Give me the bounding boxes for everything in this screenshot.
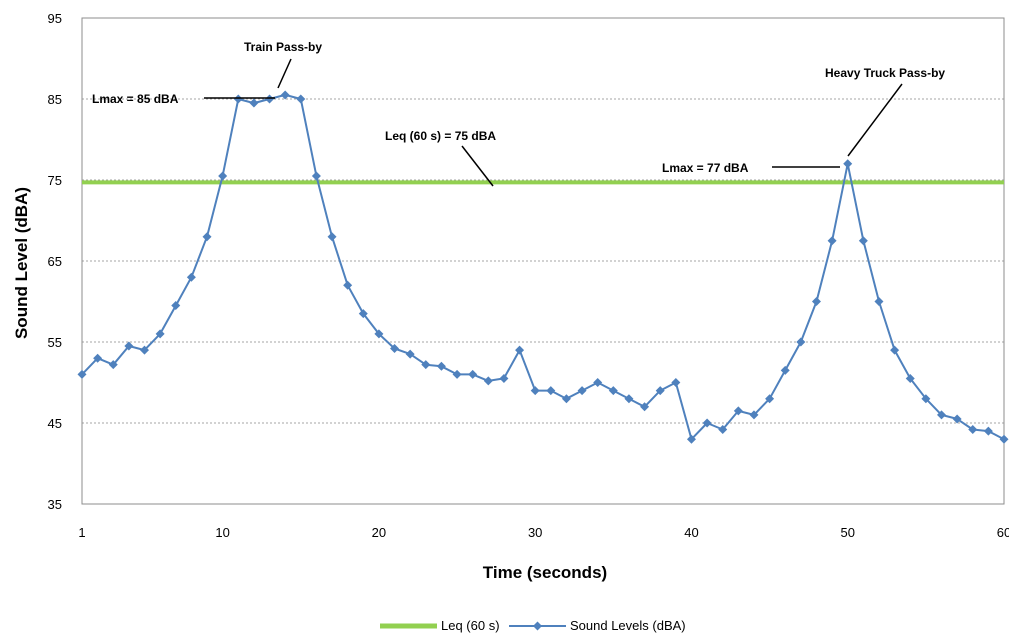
x-tick-label: 40 <box>684 525 698 540</box>
data-point-marker <box>436 361 446 371</box>
data-point-marker <box>796 337 806 347</box>
data-point-marker <box>421 360 431 370</box>
data-point-marker <box>655 386 665 396</box>
data-point-marker <box>249 98 259 108</box>
data-point-marker <box>155 329 165 339</box>
data-point-marker <box>358 309 368 319</box>
data-point-marker <box>327 232 337 242</box>
data-point-marker <box>296 94 306 104</box>
data-point-marker <box>827 236 837 246</box>
data-point-marker <box>171 301 181 311</box>
data-point-marker <box>593 378 603 387</box>
x-axis-title: Time (seconds) <box>483 563 607 582</box>
data-point-marker <box>890 345 900 355</box>
data-point-marker <box>733 406 743 416</box>
data-point-marker <box>280 90 290 100</box>
data-point-marker <box>921 394 931 404</box>
annotation-leq-75: Leq (60 s) = 75 dBA <box>385 129 496 143</box>
legend-item-sound: Sound Levels (dBA) <box>509 618 686 633</box>
data-point-marker <box>405 349 415 359</box>
data-point-marker <box>577 386 587 396</box>
data-point-marker <box>765 394 775 404</box>
x-tick-label: 20 <box>372 525 386 540</box>
data-point-marker <box>233 94 243 104</box>
x-tick-label: 1 <box>78 525 85 540</box>
data-point-marker <box>374 329 384 339</box>
annotation-train-pass-by-leader <box>277 58 292 89</box>
data-point-marker <box>952 414 962 424</box>
data-point-marker <box>561 394 571 404</box>
legend: Leq (60 s) Sound Levels (dBA) <box>380 618 686 633</box>
x-tick-label: 60 <box>997 525 1009 540</box>
annotation-heavy-truck-pass-by: Heavy Truck Pass-by <box>825 66 945 80</box>
data-point-marker <box>702 418 712 428</box>
annotation-lmax-77: Lmax = 77 dBA <box>662 161 749 175</box>
annotation-leq-75-leader <box>461 145 494 187</box>
legend-sound-label: Sound Levels (dBA) <box>570 618 686 633</box>
data-point-marker <box>77 369 87 379</box>
data-point-marker <box>749 410 759 420</box>
data-point-marker <box>718 424 728 434</box>
x-tick-label: 30 <box>528 525 542 540</box>
series-layer <box>77 90 1009 444</box>
x-tick-label: 10 <box>215 525 229 540</box>
data-point-marker <box>108 360 118 370</box>
data-point-marker <box>608 386 618 396</box>
data-point-marker <box>624 394 634 404</box>
legend-item-leq: Leq (60 s) <box>380 618 500 633</box>
plot-frame <box>81 17 1005 505</box>
data-point-marker <box>311 171 321 181</box>
data-point-marker <box>546 386 556 396</box>
data-point-marker <box>483 376 493 386</box>
data-point-marker <box>983 426 993 436</box>
data-point-marker <box>640 402 650 412</box>
data-point-marker <box>265 94 275 104</box>
y-tick-label: 35 <box>48 497 62 512</box>
data-point-marker <box>140 345 150 355</box>
data-point-marker <box>218 171 228 181</box>
y-tick-label: 65 <box>48 254 62 269</box>
data-point-marker <box>686 434 696 444</box>
plot-area-border <box>81 17 1005 505</box>
data-point-marker <box>780 365 790 375</box>
data-point-marker <box>843 159 853 169</box>
data-point-marker <box>452 369 462 379</box>
y-tick-label: 75 <box>48 173 62 188</box>
data-point-marker <box>124 341 134 351</box>
annotation-lmax-85: Lmax = 85 dBA <box>92 92 179 106</box>
legend-sound-marker <box>533 621 542 631</box>
y-tick-label: 55 <box>48 335 62 350</box>
data-point-marker <box>186 272 196 282</box>
x-tick-label: 50 <box>840 525 854 540</box>
data-point-marker <box>874 297 884 306</box>
data-point-marker <box>858 236 868 246</box>
legend-leq-label: Leq (60 s) <box>441 618 500 633</box>
annotations: Train Pass-by Lmax = 85 dBA Leq (60 s) = 7… <box>92 40 945 187</box>
data-point-marker <box>968 424 978 434</box>
y-tick-labels: 35 45 55 65 75 85 95 <box>48 11 62 512</box>
data-point-marker <box>671 378 681 387</box>
y-tick-label: 85 <box>48 92 62 107</box>
x-tick-labels: 1 10 20 30 40 50 60 <box>78 525 1009 540</box>
data-point-marker <box>811 297 821 306</box>
series-sound-line <box>81 93 1005 441</box>
y-tick-label: 95 <box>48 11 62 26</box>
data-point-marker <box>390 343 400 353</box>
data-point-marker <box>905 373 915 383</box>
annotation-heavy-truck-leader <box>847 83 903 157</box>
data-point-marker <box>343 280 353 290</box>
data-point-marker <box>93 353 103 363</box>
data-point-marker <box>999 434 1009 444</box>
data-point-marker <box>515 345 525 355</box>
annotation-train-pass-by: Train Pass-by <box>244 40 322 54</box>
data-point-marker <box>936 410 946 420</box>
data-point-marker <box>530 386 540 396</box>
y-axis-title: Sound Level (dBA) <box>12 187 31 339</box>
data-point-marker <box>468 369 478 379</box>
data-point-marker <box>499 373 509 383</box>
y-tick-label: 45 <box>48 416 62 431</box>
data-point-marker <box>202 232 212 242</box>
